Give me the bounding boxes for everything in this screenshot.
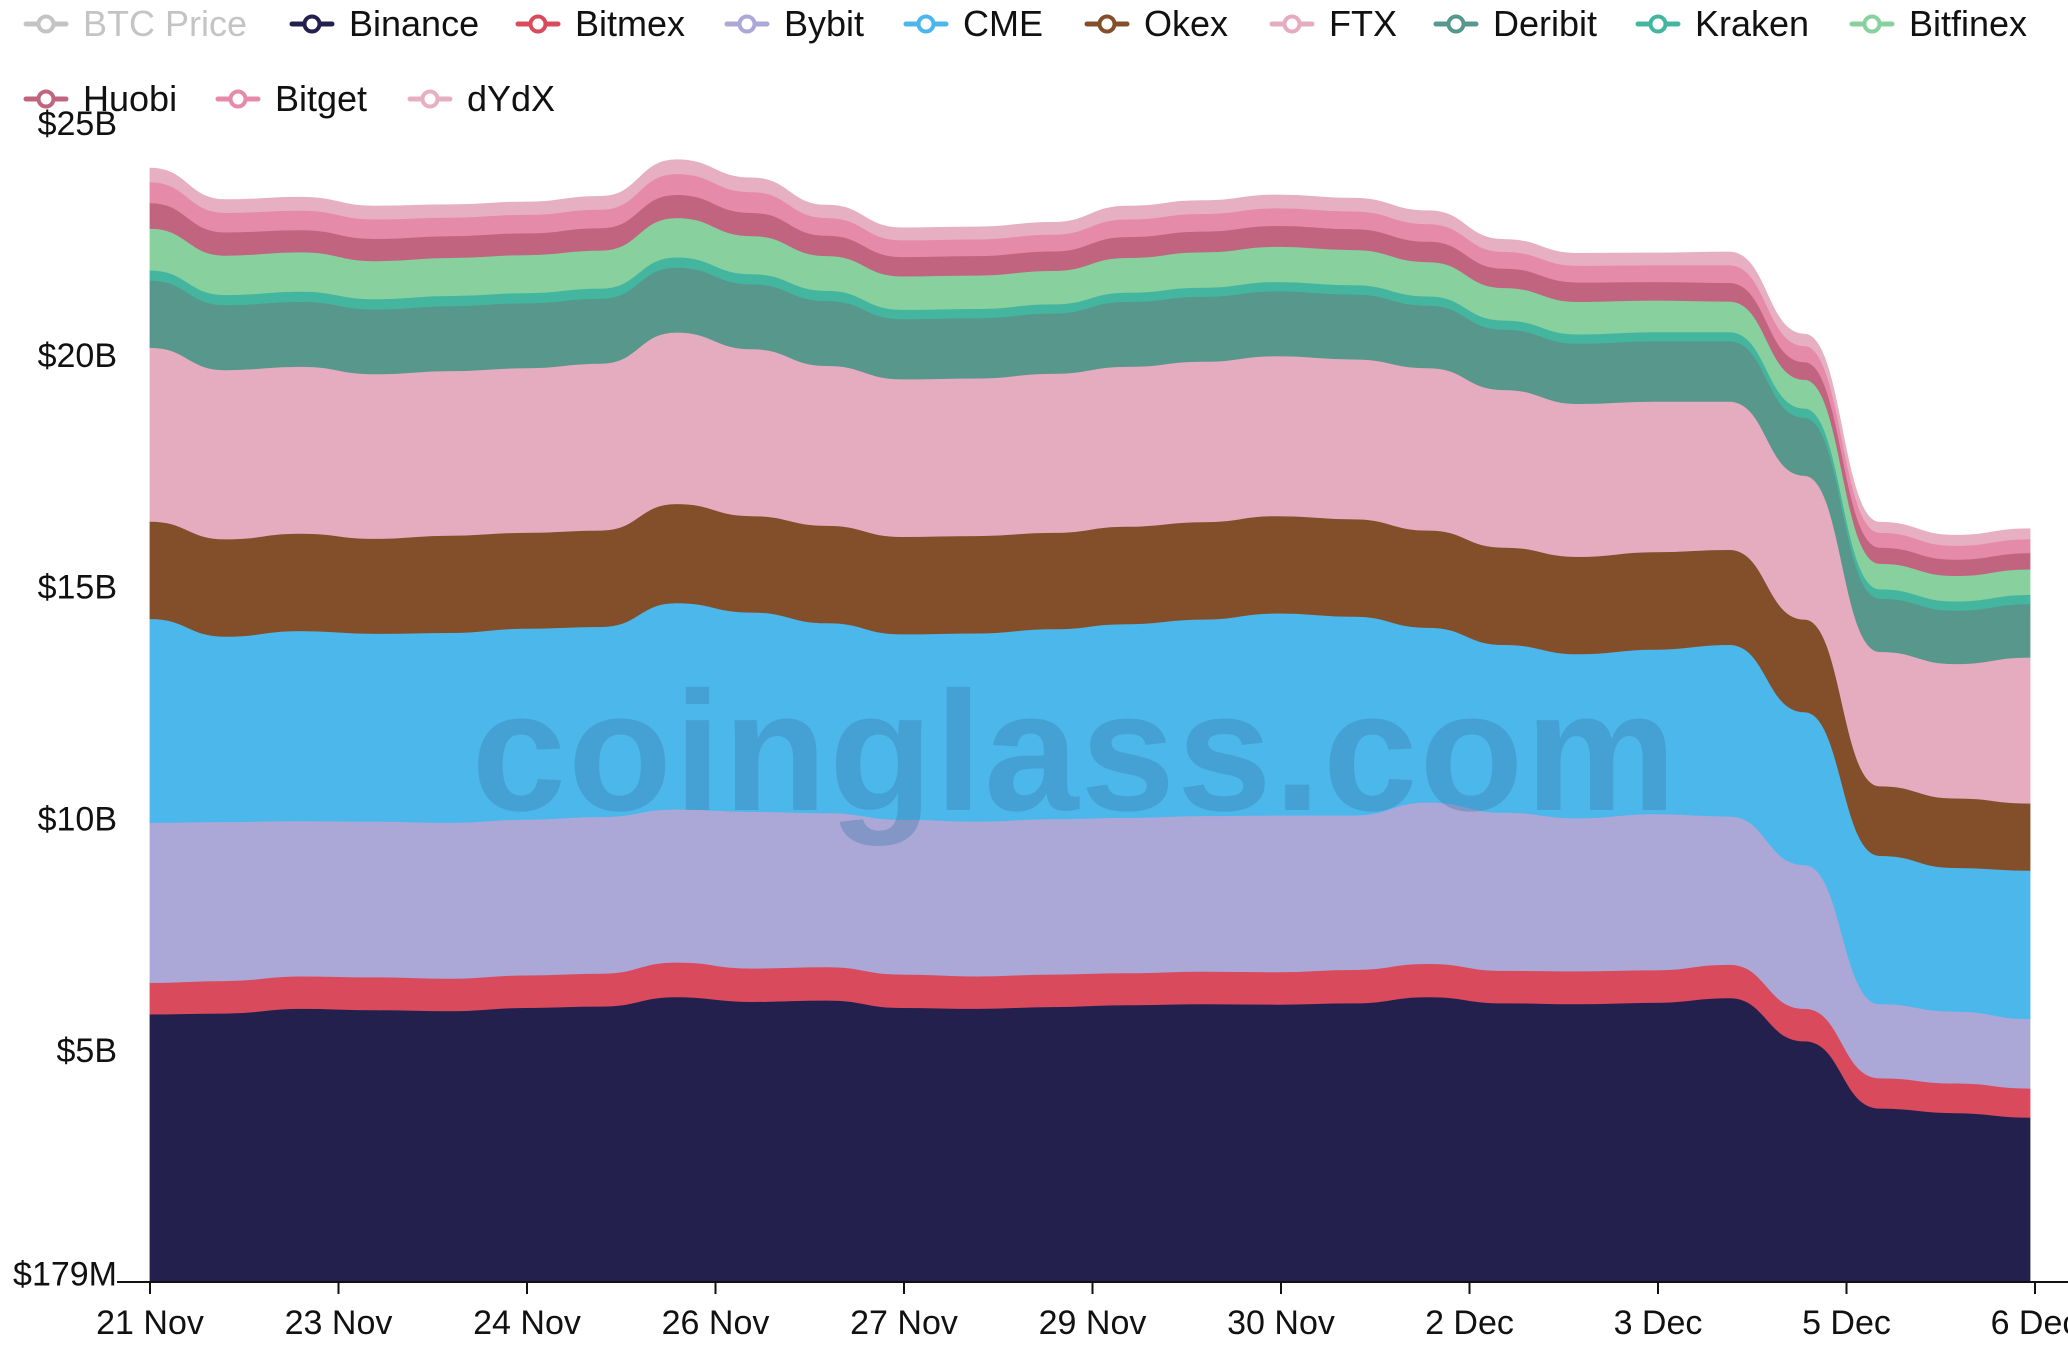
legend-circle-marker [36,89,56,109]
legend-item-huobi[interactable]: Huobi [23,78,177,119]
legend-item-btc-price[interactable]: BTC Price [23,3,247,44]
x-tick-label: 24 Nov [473,1304,581,1342]
legend-label: Huobi [83,78,177,119]
legend: BTC Price Binance Bitmex Bybit CME Okex FTX Der… [23,3,2027,119]
y-tick-label: $10B [38,800,117,838]
legend-circle-marker [1097,14,1117,34]
x-tick-label: 23 Nov [285,1304,393,1342]
legend-item-deribit[interactable]: Deribit [1433,3,1597,44]
watermark: coinglass.com [472,657,1679,847]
legend-item-bitget[interactable]: Bitget [215,78,367,119]
y-tick-label: $20B [38,337,117,375]
legend-item-bybit[interactable]: Bybit [724,3,864,44]
legend-item-dydx[interactable]: dYdX [407,78,555,119]
legend-circle-marker [302,14,322,34]
x-tick-label: 6 Dec [1991,1304,2068,1342]
legend-circle-marker [1648,14,1668,34]
legend-label: dYdX [467,78,555,119]
area-layers [149,159,2031,1283]
legend-circle-marker [1282,14,1302,34]
legend-circle-marker [916,14,936,34]
legend-label: CME [963,3,1043,44]
legend-circle-marker [36,14,56,34]
legend-label: Bitfinex [1909,3,2027,44]
area-dydx[interactable] [149,159,2031,546]
x-tick-label: 26 Nov [662,1304,770,1342]
legend-circle-marker [1446,14,1466,34]
legend-label: FTX [1329,3,1397,44]
legend-circle-marker [1862,14,1882,34]
legend-label: Bitget [275,78,367,119]
legend-circle-marker [737,14,757,34]
x-tick-label: 29 Nov [1039,1304,1147,1342]
legend-item-binance[interactable]: Binance [289,3,479,44]
legend-item-bitfinex[interactable]: Bitfinex [1849,3,2027,44]
legend-circle-marker [420,89,440,109]
legend-label: Deribit [1493,3,1597,44]
legend-circle-marker [228,89,248,109]
legend-label: Binance [349,3,479,44]
legend-label: Kraken [1695,3,1809,44]
x-tick-label: 5 Dec [1802,1304,1891,1342]
legend-label: Bybit [784,3,864,44]
x-tick-label: 21 Nov [96,1304,204,1342]
y-tick-label: $5B [57,1032,118,1070]
x-tick-label: 27 Nov [850,1304,958,1342]
legend-label: Okex [1144,3,1228,44]
legend-item-okex[interactable]: Okex [1084,3,1228,44]
axes: $179M $5B $10B $15B $20B $25B 21 Nov 23 Nov 24 N… [13,105,2068,1342]
legend-item-ftx[interactable]: FTX [1269,3,1397,44]
legend-label: Bitmex [575,3,685,44]
legend-item-cme[interactable]: CME [903,3,1043,44]
area-binance[interactable] [149,996,2031,1283]
legend-label: BTC Price [83,3,247,44]
x-tick-label: 2 Dec [1425,1304,1514,1342]
y-tick-label: $15B [38,569,117,607]
x-tick-label: 30 Nov [1227,1304,1335,1342]
legend-item-bitmex[interactable]: Bitmex [515,3,685,44]
y-tick-label: $25B [38,105,117,143]
x-tick-label: 3 Dec [1614,1304,1703,1342]
legend-circle-marker [528,14,548,34]
y-tick-label: $179M [13,1256,117,1294]
legend-item-kraken[interactable]: Kraken [1635,3,1809,44]
